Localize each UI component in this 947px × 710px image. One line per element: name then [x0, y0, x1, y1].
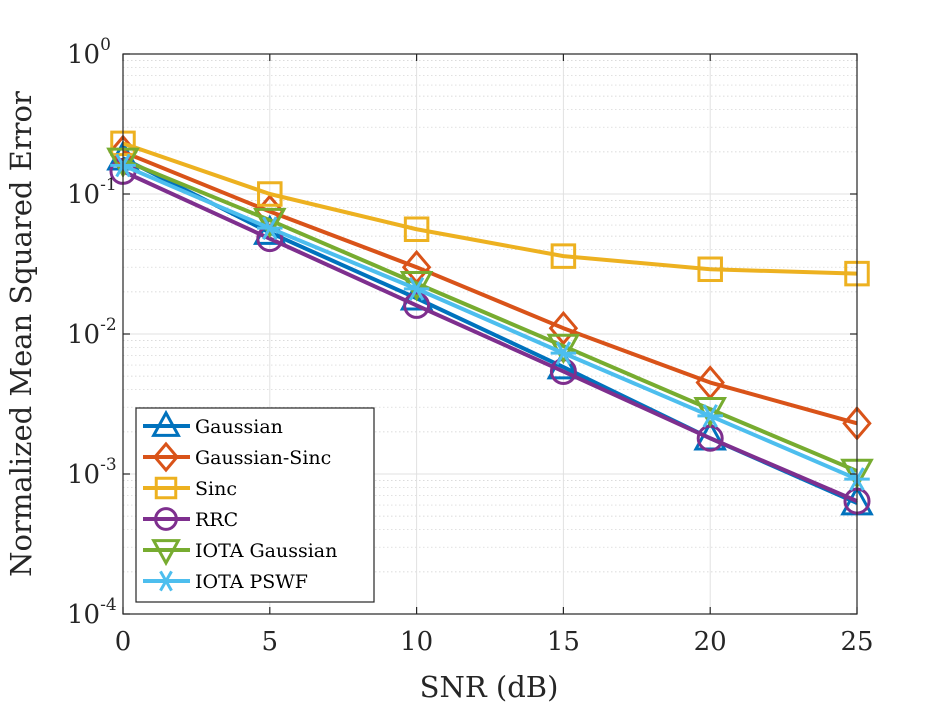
y-tick-label: 10-2 [67, 315, 117, 350]
series-line-gaussian-sinc [122, 150, 858, 426]
x-tick-label: 15 [547, 627, 580, 657]
legend-item-sinc: Sinc [143, 476, 237, 500]
legend-label: IOTA Gaussian [195, 540, 337, 562]
legend-item-gaussian-sinc: Gaussian-Sinc [143, 441, 331, 473]
y-tick-label: 10-4 [67, 595, 117, 630]
legend-label: Sinc [195, 478, 237, 500]
axes [122, 53, 858, 615]
x-axis-label: SNR (dB) [420, 670, 559, 704]
legend-marker [152, 441, 180, 473]
series-line-rrc [122, 169, 858, 503]
legend-item-iota-pswf: IOTA PSWF [143, 570, 308, 593]
data-point-iota-pswf [257, 216, 283, 241]
legend-marker [154, 570, 178, 592]
y-tick-label: 100 [67, 35, 111, 70]
data-point-iota-pswf [403, 277, 430, 301]
series-group [106, 130, 874, 516]
data-point-sinc [403, 216, 430, 243]
legend-label: IOTA PSWF [195, 571, 308, 593]
legend-marker [154, 476, 178, 500]
legend-box [135, 407, 375, 603]
x-tick-label: 25 [840, 627, 873, 657]
tick-labels: 0 5 10 15 20 25 100 10-1 10-2 10-3 10-4 [67, 35, 874, 657]
legend-marker [151, 409, 181, 437]
data-point-sinc [550, 243, 577, 269]
legend-item-rrc: RRC [143, 507, 238, 531]
legend: Gaussian Gaussian-Sinc Sinc RRC IOTA Gaussia… [135, 407, 375, 603]
x-tick-label: 10 [400, 627, 433, 657]
data-point-iota-gaussian [253, 207, 287, 239]
y-axis-label: Normalized Mean Squared Error [4, 91, 38, 577]
data-point-rrc [403, 291, 431, 319]
legend-item-gaussian: Gaussian [143, 409, 283, 438]
legend-label: Gaussian [195, 416, 283, 438]
data-point-sinc [257, 181, 283, 207]
series-line-sinc [122, 141, 858, 276]
legend-item-iota-gaussian: IOTA Gaussian [143, 539, 337, 567]
data-point-gaussian [546, 349, 581, 380]
data-point-iota-pswf [550, 341, 577, 365]
data-point-iota-pswf [697, 404, 723, 428]
series-line-iota-pswf [122, 163, 858, 481]
y-tick-label: 10-3 [67, 455, 117, 490]
legend-label: Gaussian-Sinc [195, 447, 331, 469]
legend-label: RRC [195, 509, 238, 531]
legend-marker [154, 507, 178, 531]
data-point-sinc [697, 256, 723, 283]
series-line-iota-gaussian [122, 158, 858, 473]
legend-marker [151, 539, 181, 567]
y-tick-label: 10-1 [67, 175, 117, 210]
x-tick-label: 5 [262, 627, 279, 657]
data-point-gaussian-sinc [548, 310, 579, 346]
x-tick-label: 20 [694, 627, 727, 657]
x-tick-label: 0 [115, 627, 132, 657]
